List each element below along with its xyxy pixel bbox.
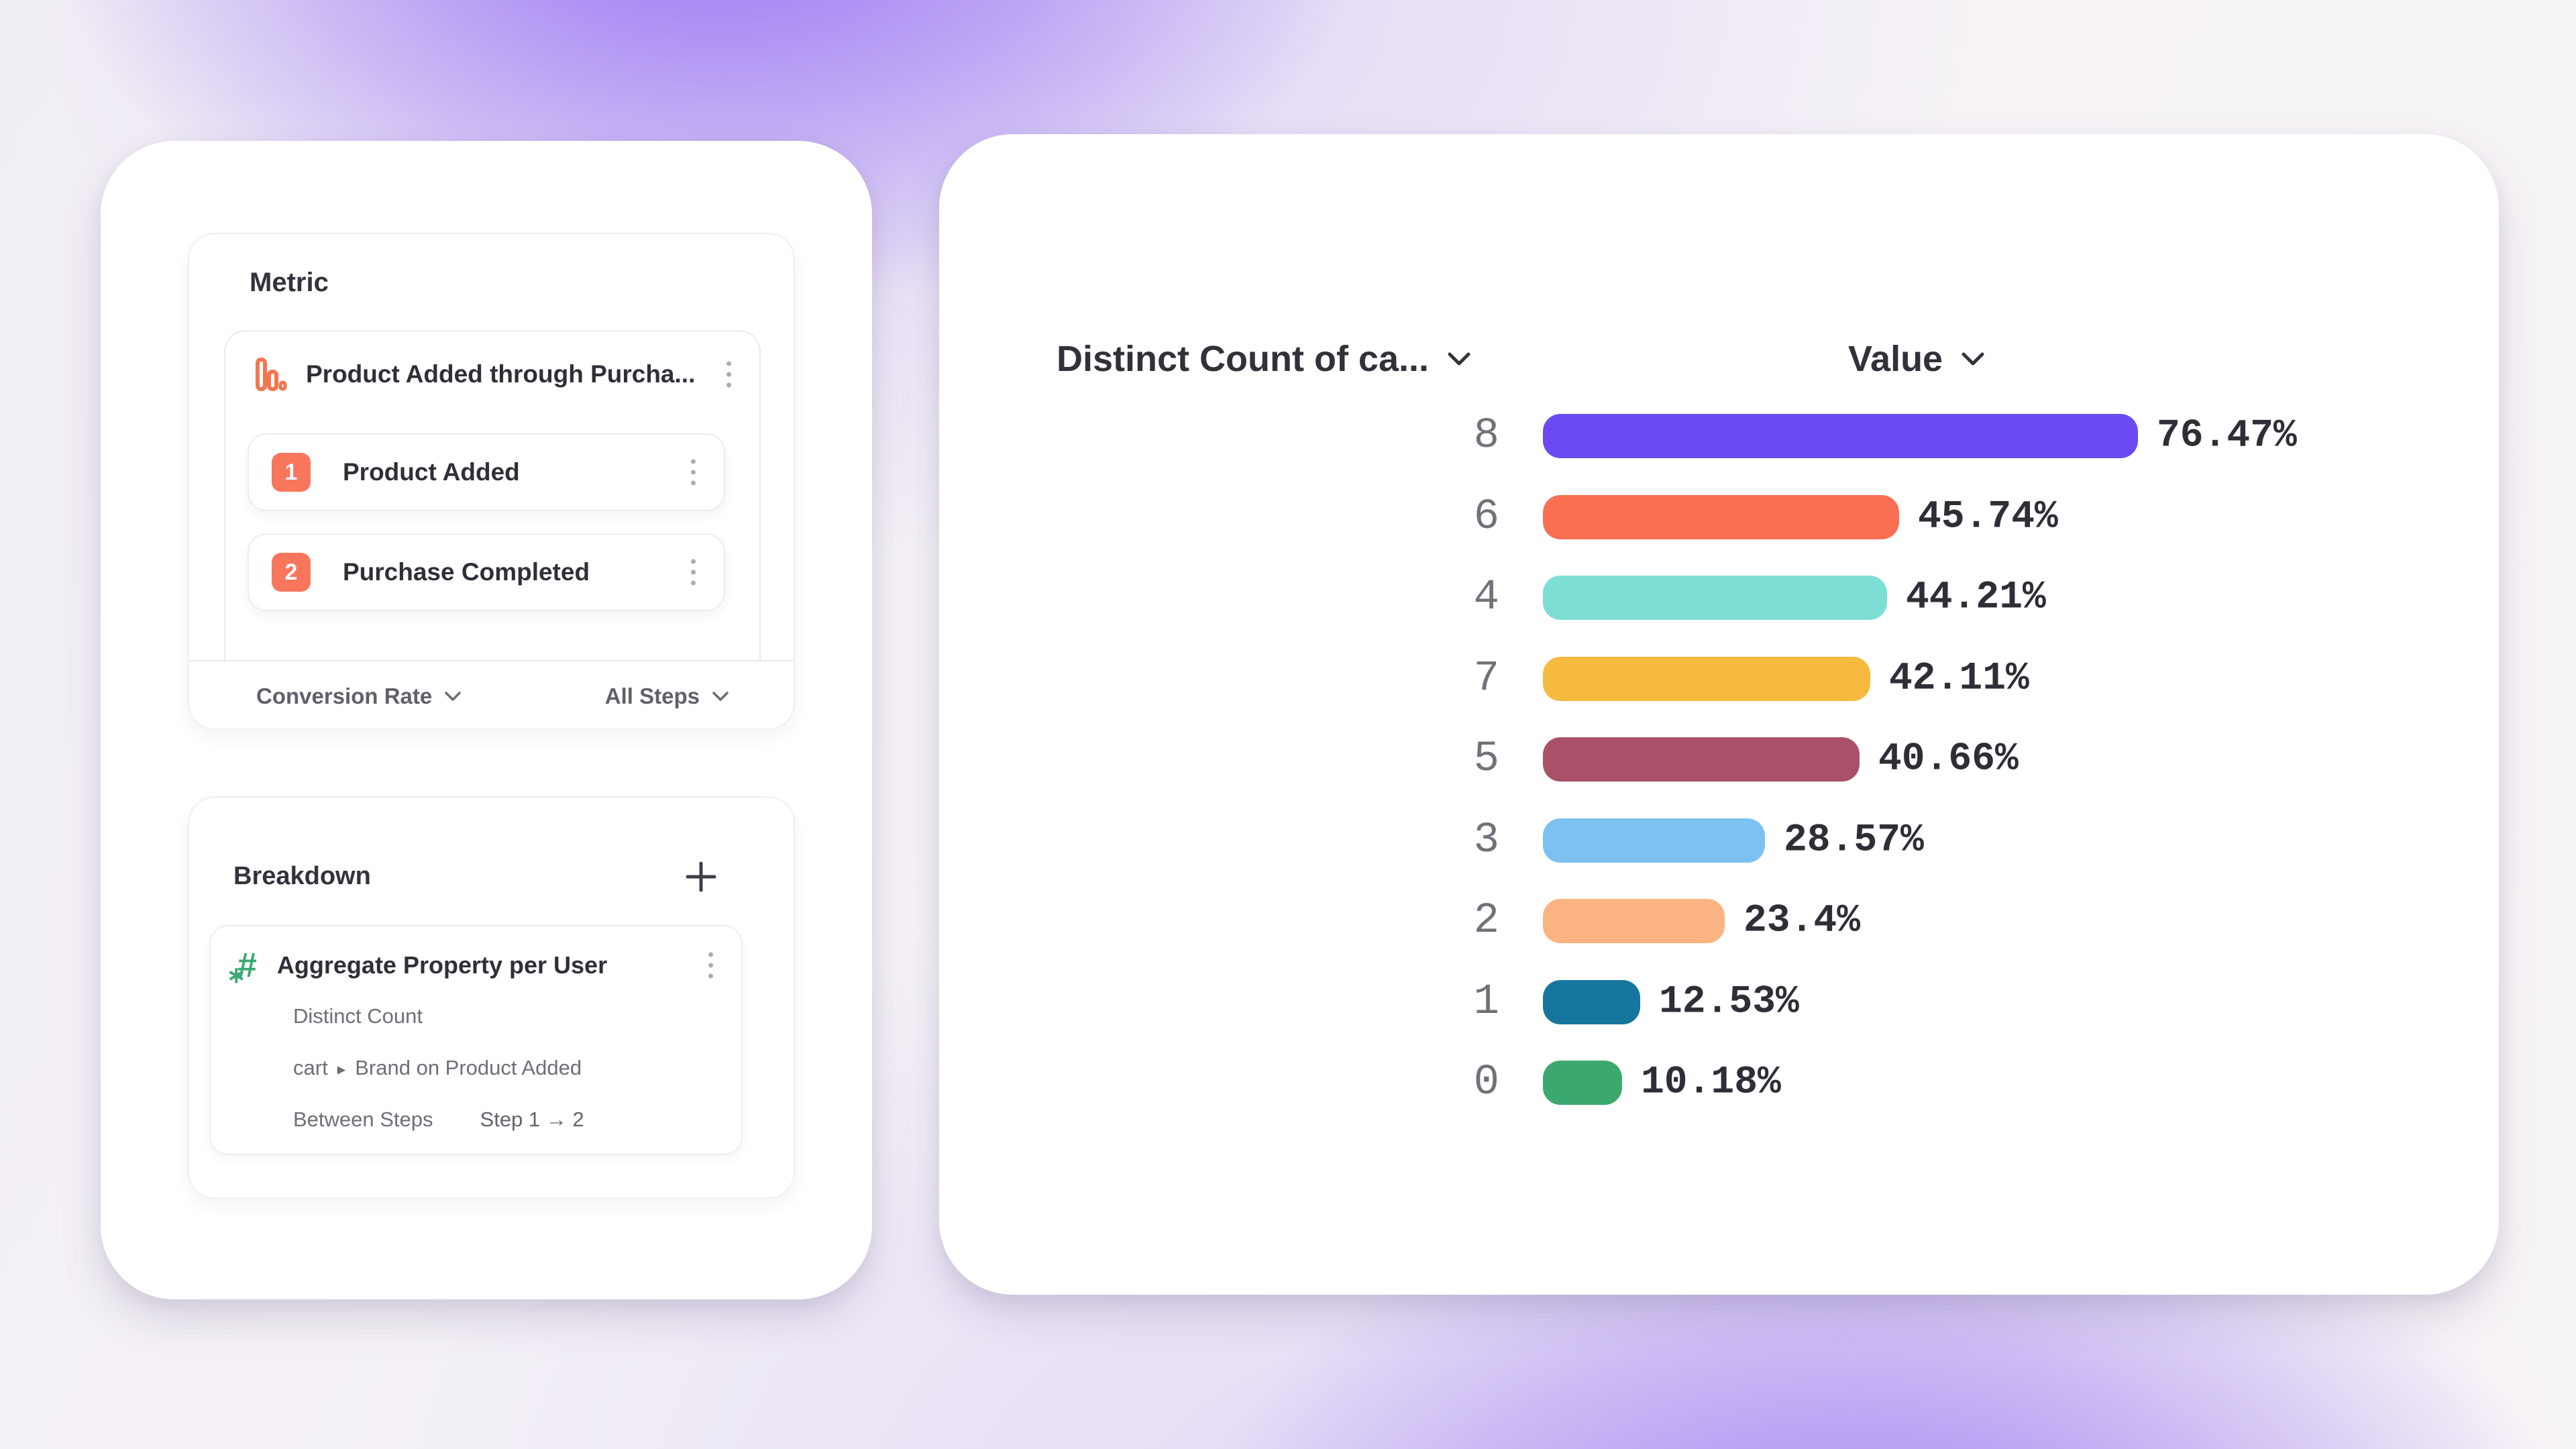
chart-row-1: 1 12.53% [939, 962, 2499, 1042]
all-steps-label: All Steps [604, 684, 700, 708]
value-label: 23.4% [1743, 899, 1861, 943]
between-steps-label: Between Steps [293, 1108, 433, 1131]
value-column-header[interactable]: Value [1848, 338, 1986, 380]
chart-row-8: 8 76.47% [939, 396, 2499, 476]
value-label: 45.74% [1918, 495, 2058, 539]
bar-segment[interactable] [1543, 737, 1860, 782]
bar-segment[interactable] [1543, 576, 1887, 620]
breakdown-card: Breakdown # ∗ Aggregate Property per User… [188, 796, 795, 1199]
chevron-down-icon [1962, 352, 1984, 366]
bar-segment[interactable] [1543, 494, 1899, 539]
value-label: 28.57% [1784, 818, 1924, 862]
step-number-badge: 2 [272, 553, 311, 592]
category-label: 5 [1473, 735, 1499, 784]
bar-segment[interactable] [1543, 656, 1870, 701]
chevron-down-icon [712, 692, 729, 701]
chart-row-6: 6 45.74% [939, 477, 2499, 557]
star-glyph: ∗ [227, 963, 246, 988]
breakdown-column-header[interactable]: Distinct Count of ca... [1057, 338, 1472, 380]
chart-row-5: 5 40.66% [939, 719, 2499, 800]
step-number-badge: 1 [272, 453, 311, 492]
kebab-menu-icon[interactable] [703, 947, 718, 984]
category-label: 0 [1473, 1059, 1499, 1107]
funnel-metric-row[interactable]: Product Added through Purcha... [225, 331, 759, 417]
metric-footer: Conversion Rate All Steps [189, 661, 794, 731]
all-steps-dropdown[interactable]: All Steps [605, 684, 729, 709]
chart-row-3: 3 28.57% [939, 800, 2499, 881]
aggregation-type-label: Distinct Count [293, 1004, 423, 1028]
value-label: 44.21% [1906, 576, 2046, 620]
step-label: Purchase Completed [343, 558, 590, 586]
category-label: 4 [1473, 574, 1499, 622]
between-steps-value: Step 1 → 2 [480, 1108, 584, 1131]
breakdown-column-label: Distinct Count of ca... [1057, 339, 1430, 379]
conversion-rate-dropdown[interactable]: Conversion Rate [256, 684, 462, 709]
chart-row-2: 2 23.4% [939, 881, 2499, 961]
value-label: 10.18% [1641, 1061, 1781, 1105]
breakdown-property-row: # ∗ Aggregate Property per User [211, 926, 741, 1004]
property-path-suffix: Brand on Product Added [355, 1056, 582, 1079]
category-label: 7 [1473, 654, 1499, 703]
plus-icon[interactable] [684, 859, 718, 894]
category-label: 2 [1473, 897, 1499, 945]
conversion-rate-label: Conversion Rate [256, 684, 433, 708]
between-steps-row: Between Steps Step 1 → 2 [293, 1108, 584, 1132]
value-label: 12.53% [1659, 980, 1799, 1024]
bar-segment[interactable] [1543, 1061, 1622, 1105]
property-path-prefix: cart [293, 1056, 328, 1079]
kebab-menu-icon[interactable] [686, 454, 701, 491]
property-path-label: cart ▸ Brand on Product Added [293, 1056, 582, 1080]
value-label: 42.11% [1889, 657, 2029, 700]
bar-chart: 8 76.47% 6 45.74% 4 44.21% 7 42.11% 5 40.66% 3 28.5… [939, 134, 2499, 1295]
category-label: 6 [1473, 492, 1499, 541]
bar-segment[interactable] [1543, 899, 1725, 943]
value-label: 76.47% [2157, 414, 2297, 458]
kebab-menu-icon[interactable] [686, 554, 701, 591]
metric-footer-divider [189, 660, 794, 661]
numeric-hash-icon: # ∗ [227, 946, 257, 988]
triangle-right-icon: ▸ [337, 1060, 346, 1079]
metric-card: Metric Product Added through Purcha... 1… [188, 233, 795, 730]
bar-segment[interactable] [1543, 414, 2138, 458]
funnel-metric-group: Product Added through Purcha... 1 Produc… [224, 330, 761, 660]
funnel-bars-icon [256, 358, 287, 391]
breakdown-property-title: Aggregate Property per User [276, 951, 608, 979]
chart-row-0: 0 10.18% [939, 1042, 2499, 1123]
chart-panel: Distinct Count of ca... Value 8 76.47% 6 45… [939, 134, 2499, 1295]
category-label: 8 [1473, 412, 1499, 460]
value-column-label: Value [1848, 339, 1943, 379]
bar-segment[interactable] [1543, 979, 1640, 1024]
breakdown-section-title: Breakdown [233, 862, 371, 890]
chart-row-7: 7 42.11% [939, 639, 2499, 719]
funnel-metric-title: Product Added through Purcha... [306, 360, 696, 388]
funnel-step-row-2[interactable]: 2 Purchase Completed [248, 533, 725, 611]
chevron-down-icon [445, 692, 461, 701]
funnel-step-row-1[interactable]: 1 Product Added [248, 433, 725, 511]
value-label: 40.66% [1878, 737, 2019, 782]
chevron-down-icon [1448, 352, 1470, 366]
metric-section-title: Metric [250, 268, 329, 297]
category-label: 3 [1473, 816, 1499, 865]
bar-segment[interactable] [1543, 818, 1765, 863]
kebab-menu-icon[interactable] [721, 356, 737, 393]
query-builder-panel: Metric Product Added through Purcha... 1… [101, 141, 872, 1299]
breakdown-property-card[interactable]: # ∗ Aggregate Property per User Distinct … [209, 925, 743, 1155]
category-label: 1 [1473, 977, 1499, 1026]
step-label: Product Added [343, 458, 520, 486]
chart-row-4: 4 44.21% [939, 557, 2499, 638]
